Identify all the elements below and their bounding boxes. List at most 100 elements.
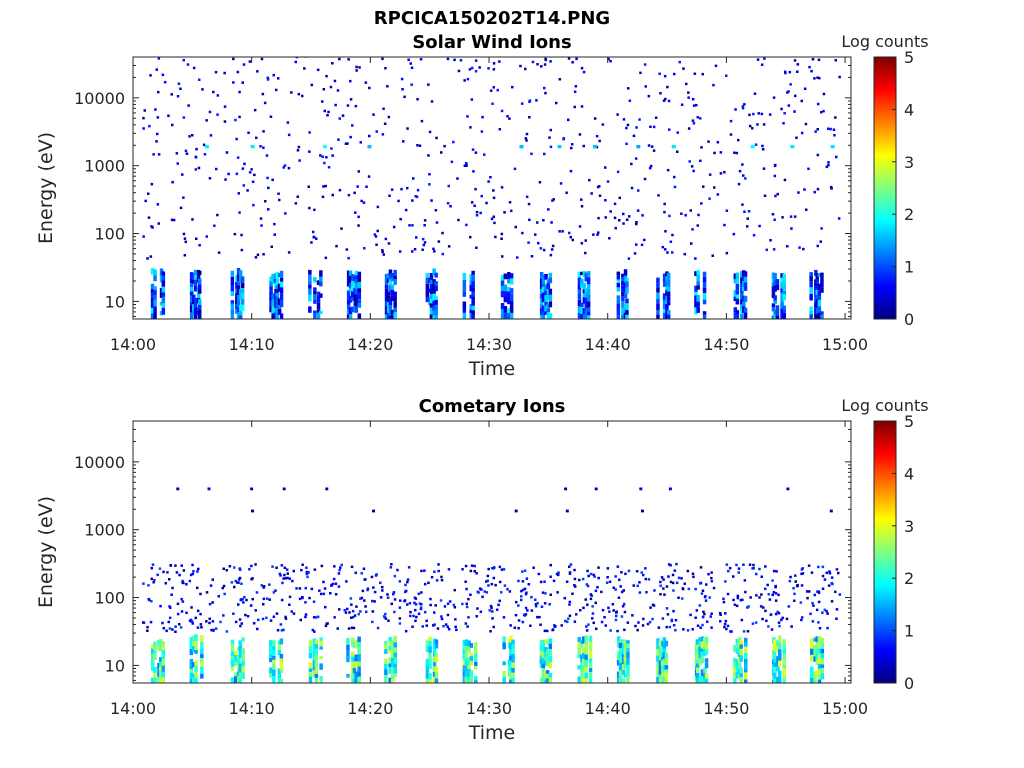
heatmap-cell: [284, 212, 287, 215]
heatmap-cell: [511, 649, 515, 654]
heatmap-cell: [297, 92, 301, 96]
heatmap-cell: [440, 615, 443, 618]
heatmap-cell: [429, 294, 434, 299]
heatmap-cell: [189, 637, 194, 643]
heatmap-cell: [780, 282, 784, 289]
heatmap-cell: [708, 197, 711, 200]
heatmap-cell: [238, 679, 242, 683]
heatmap-cell: [269, 291, 273, 297]
heatmap-cell: [432, 672, 437, 677]
colorbar-tick-label: 1: [904, 258, 914, 277]
heatmap-cell: [271, 293, 275, 300]
heatmap-cell: [200, 635, 204, 642]
heatmap-cell: [737, 637, 742, 642]
heatmap-cell: [361, 589, 365, 593]
heatmap-cell: [331, 193, 334, 197]
heatmap-cell: [782, 305, 786, 309]
heatmap-cell: [507, 312, 511, 319]
heatmap-cell: [638, 581, 641, 584]
heatmap-cell: [170, 593, 173, 596]
heatmap-cell: [305, 570, 308, 574]
heatmap-cell: [661, 245, 665, 249]
heatmap-cell: [469, 294, 473, 299]
heatmap-cell: [465, 164, 468, 167]
heatmap-cell: [541, 591, 545, 594]
x-tick-label: 14:50: [703, 699, 749, 718]
heatmap-cell: [780, 277, 784, 283]
heatmap-cell: [569, 235, 572, 239]
heatmap-cell: [698, 646, 702, 652]
heatmap-cell: [277, 674, 282, 679]
heatmap-cell: [388, 315, 393, 319]
heatmap-cell: [269, 286, 273, 292]
heatmap-cell: [586, 289, 591, 295]
heatmap-cell: [409, 610, 412, 614]
heatmap-cell: [234, 655, 238, 661]
heatmap-cell: [525, 139, 528, 142]
colorbar-tick-label: 0: [904, 674, 914, 693]
heatmap-cell: [272, 663, 276, 670]
heatmap-cell: [662, 299, 667, 304]
heatmap-cell: [618, 657, 623, 663]
heatmap-cell: [325, 487, 329, 491]
heatmap-cell: [274, 589, 277, 592]
heatmap-cell: [469, 126, 472, 129]
heatmap-cell: [357, 661, 361, 667]
heatmap-cell: [236, 268, 241, 275]
heatmap-cell: [363, 247, 366, 250]
heatmap-cell: [581, 636, 586, 644]
heatmap-cell: [817, 653, 822, 657]
heatmap-cell: [628, 99, 632, 102]
heatmap-cell: [474, 675, 478, 680]
heatmap-cell: [704, 649, 709, 655]
heatmap-cell: [500, 286, 505, 291]
heatmap-cell: [262, 586, 265, 589]
heatmap-cell: [744, 672, 748, 680]
heatmap-cell: [432, 283, 436, 291]
heatmap-cell: [822, 109, 825, 113]
heatmap-cell: [151, 653, 155, 661]
heatmap-cell: [294, 60, 297, 64]
heatmap-cell: [519, 64, 522, 68]
heatmap-cell: [192, 570, 195, 573]
colorbar-tick-label: 2: [904, 569, 914, 588]
heatmap-cell: [311, 628, 315, 632]
heatmap-cell: [155, 140, 158, 143]
heatmap-cell: [241, 81, 244, 84]
heatmap-cell: [364, 81, 368, 84]
heatmap-cell: [554, 625, 557, 628]
heatmap-cell: [167, 114, 170, 117]
heatmap-cell: [225, 569, 228, 572]
heatmap-cell: [487, 584, 490, 587]
heatmap-cell: [453, 606, 457, 609]
heatmap-cell: [594, 601, 597, 605]
heatmap-cell: [355, 69, 358, 72]
heatmap-cell: [592, 573, 595, 577]
heatmap-cell: [584, 598, 587, 601]
heatmap-cell: [711, 254, 714, 257]
heatmap-cell: [582, 606, 585, 610]
heatmap-cell: [631, 614, 634, 617]
heatmap-cell: [184, 240, 187, 244]
heatmap-cell: [580, 644, 584, 649]
heatmap-cell: [150, 313, 155, 319]
heatmap-cell: [161, 671, 165, 678]
heatmap-cell: [580, 284, 584, 289]
heatmap-cell: [384, 640, 388, 645]
heatmap-cell: [183, 254, 187, 257]
heatmap-cell: [612, 586, 615, 589]
heatmap-cell: [427, 83, 430, 86]
heatmap-cell: [658, 660, 663, 666]
x-tick-label: 14:10: [229, 699, 275, 718]
heatmap-cell: [546, 289, 551, 294]
heatmap-cell: [658, 653, 663, 661]
heatmap-cell: [477, 591, 480, 594]
heatmap-cell: [464, 639, 469, 646]
heatmap-cell: [447, 627, 451, 631]
heatmap-cell: [704, 643, 709, 650]
heatmap-cell: [586, 569, 589, 573]
heatmap-cell: [654, 116, 658, 119]
heatmap-cell: [174, 625, 177, 628]
heatmap-cell: [817, 648, 822, 654]
heatmap-cell: [808, 590, 811, 593]
